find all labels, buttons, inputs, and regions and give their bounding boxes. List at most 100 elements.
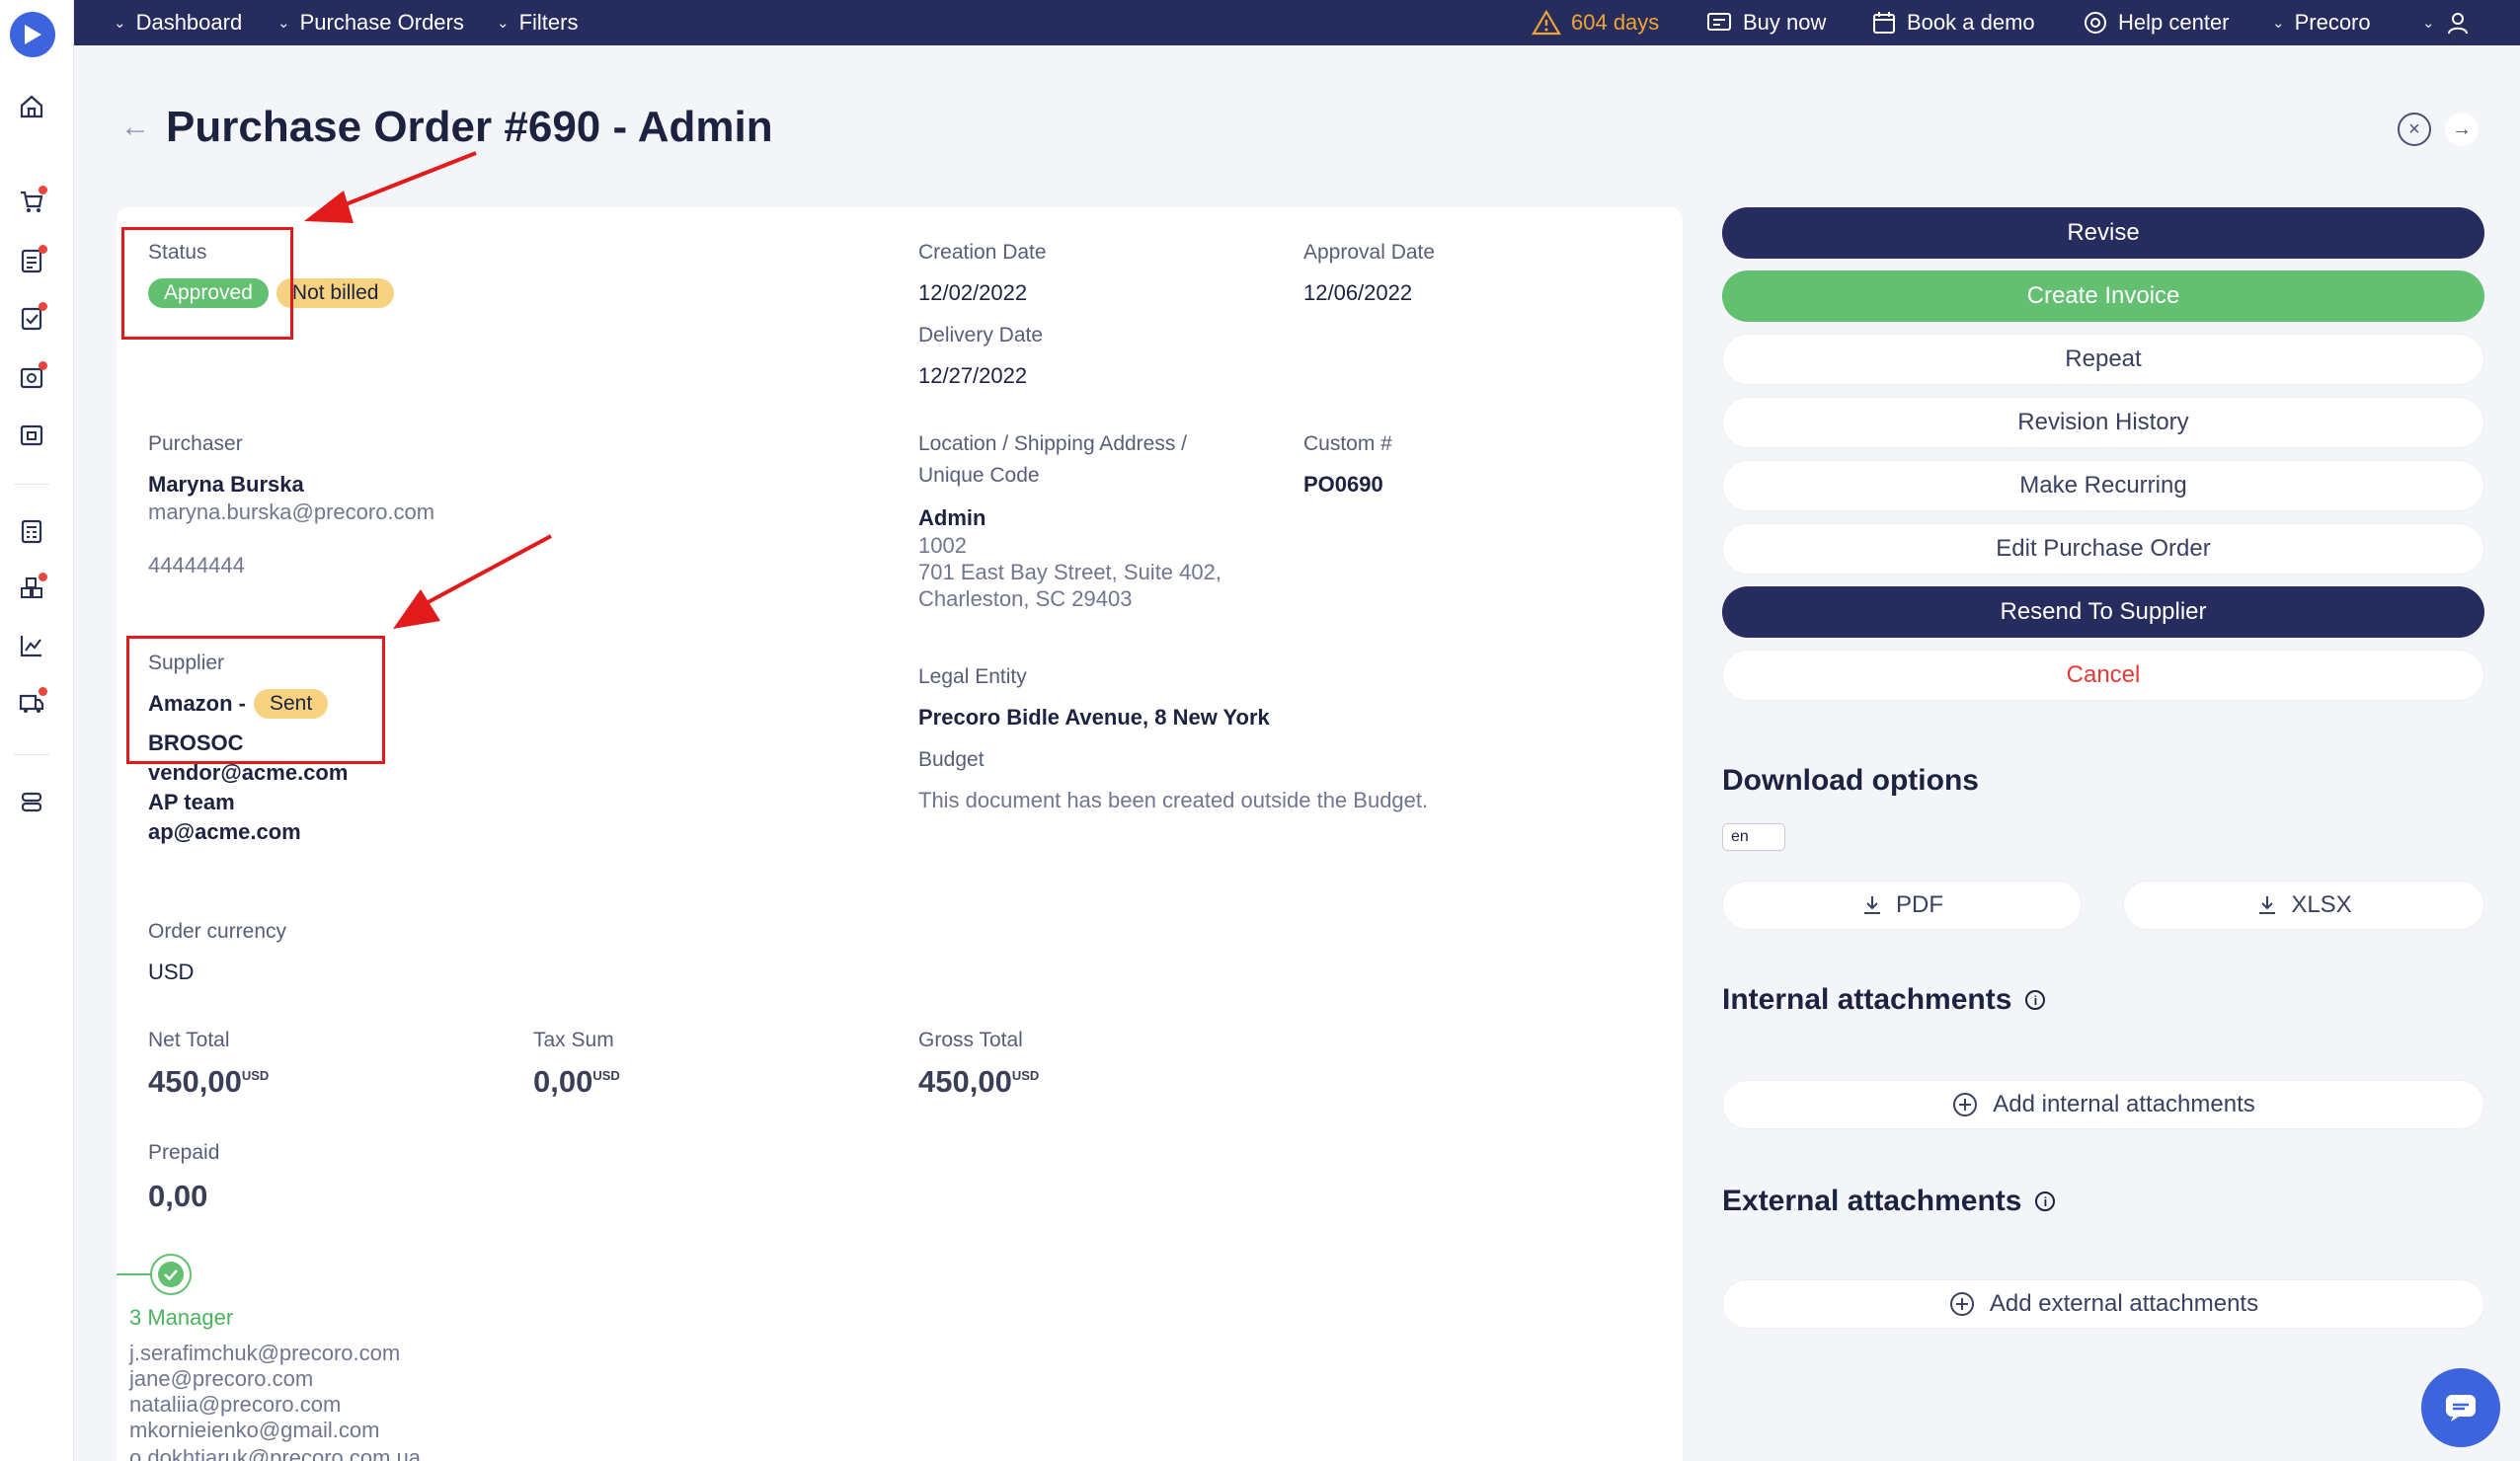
- nav-filters-label: Filters: [518, 10, 579, 35]
- revise-button[interactable]: Revise: [1722, 207, 2484, 259]
- download-xlsx-button[interactable]: XLSX: [2123, 881, 2484, 930]
- legal-entity-label: Legal Entity: [918, 665, 1027, 688]
- lifebuoy-icon: [2085, 12, 2106, 34]
- notification-dot: [39, 361, 47, 370]
- add-internal-attachments-label: Add internal attachments: [1993, 1091, 2255, 1117]
- close-icon[interactable]: ×: [2398, 113, 2431, 146]
- sidebar-divider: [14, 754, 49, 755]
- info-icon[interactable]: i: [2025, 990, 2046, 1010]
- add-internal-attachments-button[interactable]: Add internal attachments: [1722, 1080, 2484, 1129]
- supplier-status-badge: Sent: [254, 689, 329, 719]
- supplier-contact: AP team: [148, 790, 235, 814]
- info-icon[interactable]: i: [2035, 1192, 2056, 1211]
- create-invoice-button[interactable]: Create Invoice: [1722, 270, 2484, 322]
- analytics-icon[interactable]: [16, 630, 47, 661]
- prepaid-value: 0,00: [148, 1179, 208, 1213]
- approver-email: j.serafimchuk@precoro.com: [129, 1341, 401, 1365]
- chat-widget-button[interactable]: [2421, 1368, 2500, 1447]
- plus-circle-icon: [1949, 1292, 1974, 1316]
- custom-number: PO0690: [1303, 472, 1383, 497]
- nav-dashboard[interactable]: ⌄ Dashboard: [114, 0, 242, 45]
- approval-step-name: 3 Manager: [129, 1305, 234, 1330]
- buy-now-link[interactable]: Buy now: [1705, 0, 1826, 45]
- approval-connector: [117, 1273, 152, 1275]
- download-icon: [2259, 896, 2276, 914]
- invoices-icon[interactable]: [16, 361, 47, 393]
- inventory-icon[interactable]: [16, 573, 47, 604]
- chevron-down-icon: ⌄: [114, 15, 126, 32]
- add-external-attachments-button[interactable]: Add external attachments: [1722, 1279, 2484, 1329]
- app-logo-icon[interactable]: [10, 12, 55, 57]
- download-icon: [1864, 896, 1880, 914]
- user-icon: [2447, 13, 2468, 35]
- help-center-label: Help center: [2118, 10, 2230, 35]
- download-pdf-button[interactable]: PDF: [1722, 881, 2082, 930]
- status-badges: Approved Not billed: [148, 278, 395, 308]
- warning-icon: [1532, 9, 1561, 36]
- revision-history-button[interactable]: Revision History: [1722, 397, 2484, 448]
- tax-sum-label: Tax Sum: [533, 1029, 614, 1051]
- approver-email: o.dokhtiaruk@precoro.com.ua: [129, 1445, 422, 1461]
- approver-email: mkornieienko@gmail.com: [129, 1418, 380, 1442]
- location-address-line2: Charleston, SC 29403: [918, 586, 1133, 611]
- home-icon[interactable]: [16, 91, 47, 122]
- approver-email: jane@precoro.com: [129, 1366, 314, 1391]
- plus-circle-icon: [1953, 1093, 1978, 1116]
- purchaser-label: Purchaser: [148, 432, 243, 455]
- tax-sum: 0,00USD: [533, 1064, 620, 1100]
- receipts-icon[interactable]: [16, 302, 47, 334]
- internal-attachments-title: Internal attachments: [1722, 983, 2012, 1016]
- make-recurring-button[interactable]: Make Recurring: [1722, 460, 2484, 511]
- budgets-icon[interactable]: [16, 515, 47, 547]
- check-circle-icon: [158, 1262, 184, 1287]
- settings-icon[interactable]: [16, 786, 47, 817]
- annotation-box-supplier: [126, 636, 385, 764]
- status-badge: Approved: [148, 278, 269, 308]
- chevron-down-icon: ⌄: [497, 15, 510, 32]
- book-demo-link[interactable]: Book a demo: [1871, 0, 2035, 45]
- delivery-date: 12/27/2022: [918, 363, 1028, 388]
- purchase-requests-icon[interactable]: [16, 186, 47, 217]
- gross-total: 450,00USD: [918, 1064, 1039, 1100]
- payments-icon[interactable]: [16, 419, 47, 450]
- location-code: 1002: [918, 533, 967, 558]
- supplier-name: Amazon -: [148, 691, 246, 716]
- help-center-link[interactable]: Help center: [2083, 0, 2230, 45]
- notification-dot: [39, 302, 47, 311]
- internal-attachments-heading: Internal attachments i: [1722, 983, 2046, 1017]
- download-pdf-label: PDF: [1896, 891, 1943, 918]
- trial-indicator[interactable]: 604 days: [1532, 0, 1659, 45]
- sidebar-divider: [14, 484, 49, 485]
- gross-total-value: 450,00: [918, 1064, 1012, 1099]
- user-menu[interactable]: ⌄: [2422, 0, 2471, 45]
- edit-purchase-order-button[interactable]: Edit Purchase Order: [1722, 523, 2484, 575]
- language-select[interactable]: en: [1722, 823, 1785, 851]
- trial-days: 604 days: [1571, 10, 1660, 35]
- repeat-button[interactable]: Repeat: [1722, 334, 2484, 385]
- page-title: Purchase Order #690 - Admin: [166, 103, 773, 151]
- notification-dot: [39, 687, 47, 696]
- nav-purchase-orders[interactable]: ⌄ Purchase Orders: [277, 0, 464, 45]
- resend-to-supplier-button[interactable]: Resend To Supplier: [1722, 586, 2484, 638]
- legal-entity: Precoro Bidle Avenue, 8 New York: [918, 705, 1270, 730]
- purchaser-phone: 44444444: [148, 553, 245, 577]
- chevron-down-icon: ⌄: [2422, 15, 2435, 32]
- company-selector[interactable]: ⌄ Precoro: [2272, 0, 2371, 45]
- currency-suffix: USD: [1011, 1068, 1040, 1083]
- purchase-orders-icon[interactable]: [16, 245, 47, 276]
- cancel-button[interactable]: Cancel: [1722, 650, 2484, 701]
- calendar-icon: [1873, 12, 1895, 34]
- next-arrow-icon[interactable]: →: [2445, 113, 2479, 146]
- back-arrow-icon[interactable]: ←: [120, 111, 150, 143]
- suppliers-icon[interactable]: [16, 687, 47, 719]
- supplier-name-continued: BROSOC: [148, 730, 244, 755]
- annotation-box-status: [121, 227, 293, 340]
- nav-filters[interactable]: ⌄ Filters: [497, 0, 578, 45]
- creation-date-label: Creation Date: [918, 241, 1047, 264]
- billing-badge: Not billed: [276, 278, 395, 308]
- approver-email: nataliia@precoro.com: [129, 1392, 342, 1417]
- location-address-line1: 701 East Bay Street, Suite 402,: [918, 560, 1221, 584]
- chevron-down-icon: ⌄: [2272, 15, 2285, 32]
- net-total: 450,00USD: [148, 1064, 269, 1100]
